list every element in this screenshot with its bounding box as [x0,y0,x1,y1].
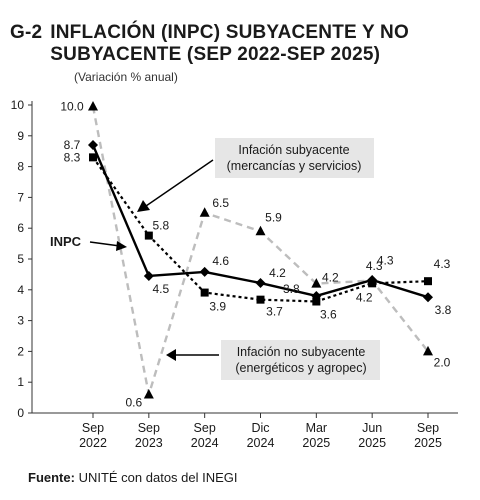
data-point [199,266,210,277]
y-tick-label: 9 [17,129,24,143]
x-tick-label: 2023 [135,436,163,450]
x-tick-label: Mar [306,421,328,435]
data-label: 3.8 [435,303,452,317]
annotation-inpc: INPC [50,234,82,249]
x-tick-label: Sep [138,421,160,435]
data-label: 8.7 [64,138,81,152]
x-tick-label: Jun [362,421,382,435]
x-tick-label: 2024 [191,436,219,450]
data-label: 4.2 [322,271,339,285]
data-point [89,153,97,162]
data-point [255,225,266,236]
data-label: 6.5 [212,196,229,210]
data-label: 5.8 [152,219,169,233]
data-point [256,295,265,304]
data-label: 3.7 [266,305,283,319]
x-tick-label: Sep [194,421,216,435]
data-label: 4.3 [377,254,394,268]
y-tick-label: 8 [17,160,24,174]
data-label: 3.9 [209,300,226,314]
y-tick-label: 0 [17,406,24,420]
data-label: 8.3 [64,150,81,164]
data-label: 2.0 [434,355,451,369]
annotation-nosub-line2: (energéticos y agropec) [235,361,366,375]
data-point [200,288,209,297]
x-tick-label: Sep [417,421,439,435]
y-tick-label: 1 [17,375,24,389]
x-tick-label: 2024 [247,436,275,450]
chart-title-block: G-2 INFLACIÓN (INPC) SUBYACENTE Y NO SUB… [10,22,470,66]
data-label: 4.5 [152,282,169,296]
data-point [88,101,98,111]
chart-code: G-2 [10,22,43,43]
y-tick-label: 3 [17,314,24,328]
data-label: 0.6 [125,396,142,410]
data-point [311,290,322,301]
x-tick-label: 2022 [79,436,107,450]
x-tick-label: 2025 [414,436,442,450]
data-label: 3.6 [320,308,337,322]
x-tick-label: Sep [82,421,104,435]
y-tick-label: 5 [17,252,24,266]
x-tick-label: 2025 [358,436,386,450]
y-tick-label: 10 [11,98,25,112]
data-point [199,207,210,217]
annotation-arrowhead [137,200,150,212]
annotation-arrowhead [166,349,176,361]
annotation-subyacente-line2: (mercancías y servicios) [227,159,362,173]
x-tick-label: Dic [251,421,269,435]
data-label: 3.8 [283,282,300,296]
data-point [143,270,154,281]
data-label: 10.0 [60,100,84,114]
data-point [312,297,321,306]
data-label: 4.2 [269,266,286,280]
data-point [367,274,378,285]
y-tick-label: 7 [17,190,24,204]
y-tick-label: 2 [17,344,24,358]
data-point [423,345,433,356]
data-label: 5.9 [265,210,282,224]
source-label: Fuente: [28,470,75,485]
data-label: 4.2 [356,290,373,304]
annotation-arrow [89,241,121,247]
y-tick-label: 4 [17,283,24,297]
x-tick-label: 2025 [302,436,330,450]
source-note: Fuente: UNITÉ con datos del INEGI [28,470,238,485]
annotation-arrow [145,159,214,207]
data-point [144,231,153,240]
annotation-arrowhead [116,241,127,251]
y-tick-label: 6 [17,221,24,235]
annotation-subyacente-line1: Infación subyacente [238,143,349,157]
annotation-nosub-line1: Infación no subyacente [237,345,366,359]
data-label: 4.3 [366,259,383,273]
source-text: UNITÉ con datos del INEGI [74,470,238,485]
chart-subtitle: (Variación % anual) [74,70,178,84]
annotation-box [215,138,374,178]
data-label: 4.6 [212,254,229,268]
chart-title: INFLACIÓN (INPC) SUBYACENTE Y NO SUBYACE… [50,22,409,65]
data-point [311,278,322,288]
data-label: 4.3 [434,257,451,271]
data-point [143,389,154,399]
data-point [423,292,433,303]
data-point [255,278,266,289]
data-point [88,140,98,151]
data-point [424,277,432,286]
annotation-box [221,340,380,380]
